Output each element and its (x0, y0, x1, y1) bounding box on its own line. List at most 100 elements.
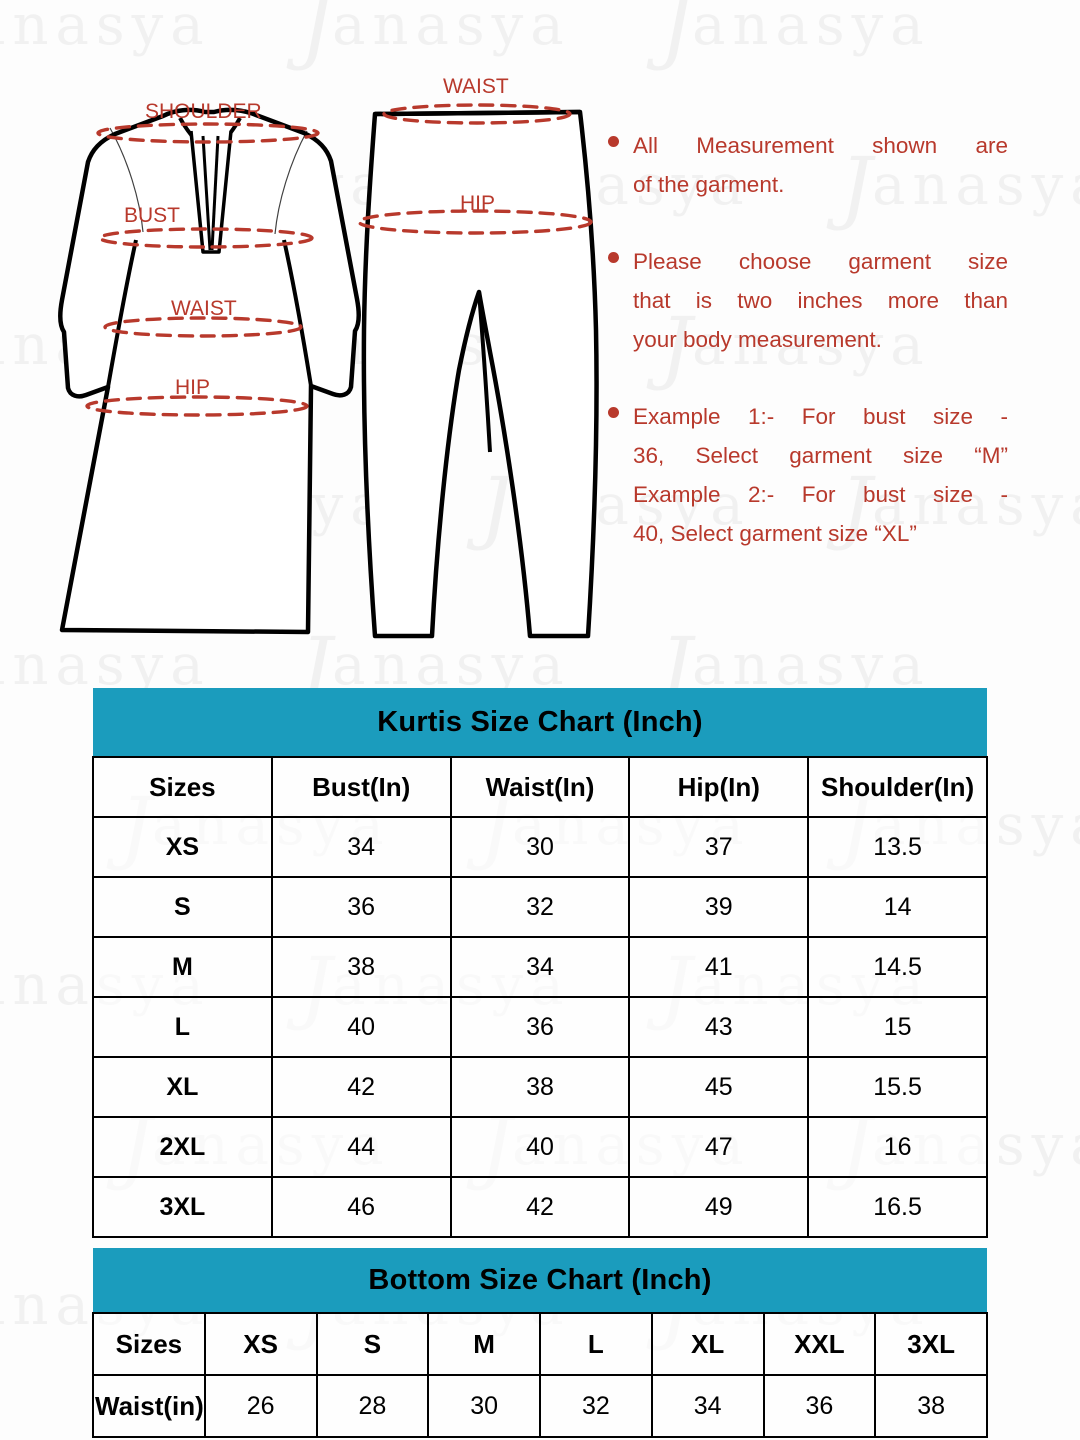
kurti-bust-line (98, 227, 314, 249)
note-line: your body measurement. (633, 327, 882, 352)
table-row: M 38 34 41 14.5 (92, 936, 988, 998)
label-waist-bottom: WAIST (443, 75, 509, 98)
bottom-sizes-label: Sizes (92, 1312, 206, 1376)
note-text: All Measurement shown are of the garment. (633, 126, 1008, 204)
note-item: Please choose garment size that is two in… (608, 242, 1008, 359)
label-shoulder: SHOULDER (145, 100, 262, 123)
measurement-cell: 37 (628, 816, 810, 878)
kurti-shoulder-line (96, 122, 320, 144)
note-item: All Measurement shown are of the garment. (608, 126, 1008, 204)
kurtis-table-title: Kurtis Size Chart (Inch) (93, 688, 987, 757)
bottom-size-header: XXL (762, 1312, 877, 1376)
measurement-cell: 42 (270, 1056, 452, 1118)
measurement-cell: 45 (628, 1056, 810, 1118)
label-hip-top: HIP (175, 376, 210, 399)
label-hip-bottom: HIP (460, 192, 495, 215)
bullet-icon (608, 407, 619, 418)
measurement-cell: 15.5 (807, 1056, 988, 1118)
note-text: Example 1:- For bust size - 36, Select ga… (633, 397, 1008, 553)
size-label-cell: XL (92, 1056, 273, 1118)
leggings-drawing (361, 109, 599, 639)
size-label-cell: L (92, 996, 273, 1058)
size-tables: Kurtis Size Chart (Inch) Sizes Bust(In) Wa… (92, 688, 988, 1438)
bottom-title-row: Bottom Size Chart (Inch) (93, 1248, 987, 1313)
measurement-cell: 42 (449, 1176, 631, 1238)
note-line: that is two inches more than (633, 288, 1008, 313)
label-bust: BUST (124, 204, 180, 227)
kurtis-column-header: Hip(In) (628, 756, 810, 818)
table-row: XL 42 38 45 15.5 (92, 1056, 988, 1118)
note-line: All Measurement shown are (633, 133, 1008, 158)
measurement-cell: 36 (270, 876, 452, 938)
measurement-cell: 46 (270, 1176, 452, 1238)
leggings-measure-lines (357, 103, 593, 235)
measurement-cell: 34 (449, 936, 631, 998)
bottom-table-title: Bottom Size Chart (Inch) (93, 1248, 987, 1313)
measurement-cell: 39 (628, 876, 810, 938)
bottom-size-header: XL (650, 1312, 765, 1376)
bottom-waist-value: 38 (874, 1374, 988, 1438)
size-label-cell: 3XL (92, 1176, 273, 1238)
leggings-hip-line (357, 209, 593, 235)
kurtis-header-row: Sizes Bust(In) Waist(In) Hip(In) Shoulder(In… (92, 756, 988, 818)
note-line: Example 2:- For bust size - (633, 482, 1008, 507)
garment-illustration: SHOULDER BUST WAIST HIP WAIST HIP (58, 75, 599, 639)
bottom-waist-row: Waist(in) 26 28 30 32 34 36 38 (92, 1374, 988, 1438)
kurtis-column-header: Waist(In) (449, 756, 631, 818)
bullet-icon (608, 252, 619, 263)
bottom-size-header: L (539, 1312, 653, 1376)
note-line: Example 1:- For bust size - (633, 404, 1008, 429)
kurti-measure-lines (85, 122, 320, 417)
measurement-cell: 49 (628, 1176, 810, 1238)
kurti-waist-line (103, 316, 303, 338)
measurement-cell: 34 (270, 816, 452, 878)
bottom-waist-value: 26 (203, 1374, 318, 1438)
measurement-cell: 13.5 (807, 816, 988, 878)
note-item: Example 1:- For bust size - 36, Select ga… (608, 397, 1008, 553)
measurement-cell: 30 (449, 816, 631, 878)
bottom-size-header: 3XL (874, 1312, 988, 1376)
measurement-cell: 16.5 (807, 1176, 988, 1238)
bullet-icon (608, 136, 619, 147)
kurtis-column-header: Bust(In) (270, 756, 452, 818)
bottom-size-table: Bottom Size Chart (Inch) Sizes XS S M L XL XXL… (92, 1248, 988, 1438)
measurement-cell: 43 (628, 996, 810, 1058)
size-label-cell: 2XL (92, 1116, 273, 1178)
leggings-waist-line (382, 103, 572, 125)
kurti-drawing (58, 107, 361, 635)
bottom-waist-value: 36 (762, 1374, 877, 1438)
bottom-size-header: S (315, 1312, 430, 1376)
measurement-cell: 40 (449, 1116, 631, 1178)
bottom-waist-value: 28 (315, 1374, 430, 1438)
kurtis-column-header: Sizes (92, 756, 273, 818)
brand-watermark: Janasya (660, 0, 931, 73)
measurement-cell: 38 (270, 936, 452, 998)
table-row: L 40 36 43 15 (92, 996, 988, 1058)
measurement-cell: 44 (270, 1116, 452, 1178)
measurement-cell: 14.5 (807, 936, 988, 998)
measurement-cell: 38 (449, 1056, 631, 1118)
kurtis-column-header: Shoulder(In) (807, 756, 988, 818)
bottom-waist-value: 34 (650, 1374, 765, 1438)
measurement-cell: 47 (628, 1116, 810, 1178)
bottom-sizes-row: Sizes XS S M L XL XXL 3XL (92, 1312, 988, 1376)
measurement-cell: 32 (449, 876, 631, 938)
measurement-cell: 14 (807, 876, 988, 938)
measurement-cell: 40 (270, 996, 452, 1058)
label-waist-top: WAIST (171, 297, 237, 320)
bottom-waist-label: Waist(in) (92, 1374, 206, 1438)
note-line: Please choose garment size (633, 249, 1008, 274)
kurtis-size-table: Kurtis Size Chart (Inch) Sizes Bust(In) Wa… (92, 688, 988, 1238)
measurement-cell: 16 (807, 1116, 988, 1178)
bottom-size-header: XS (203, 1312, 318, 1376)
table-separator (92, 1238, 988, 1248)
size-label-cell: XS (92, 816, 273, 878)
table-row: 3XL 46 42 49 16.5 (92, 1176, 988, 1238)
kurti-hip-line (85, 395, 309, 417)
note-text: Please choose garment size that is two in… (633, 242, 1008, 359)
table-row: XS 34 30 37 13.5 (92, 816, 988, 878)
note-line: 40, Select garment size “XL” (633, 521, 917, 546)
notes-list: All Measurement shown are of the garment.… (608, 126, 1008, 591)
measurement-cell: 36 (449, 996, 631, 1058)
note-line: of the garment. (633, 172, 785, 197)
